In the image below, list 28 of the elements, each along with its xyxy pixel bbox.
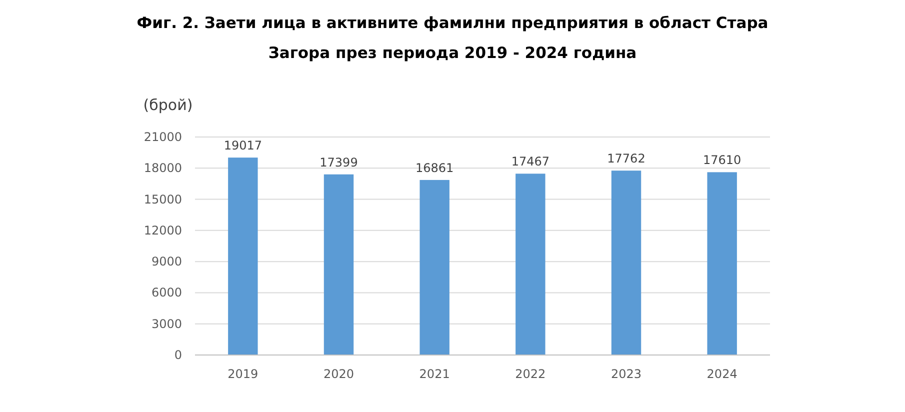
x-tick-label: 2019 [228,367,258,381]
data-label: 16861 [415,160,454,175]
bar [516,174,546,355]
x-tick-label: 2023 [610,367,642,381]
y-tick-label: 3000 [151,316,182,331]
data-label: 17610 [702,153,742,168]
y-axis-title: (брой) [143,96,193,114]
x-tick-label: 2022 [515,367,546,381]
bar [611,170,642,355]
y-tick-label: 6000 [151,286,182,300]
y-tick-label: 15000 [144,192,182,206]
y-tick-label: 18000 [144,161,182,176]
y-tick-label: 12000 [144,223,182,238]
bar [420,180,450,355]
y-tick-label: 21000 [144,130,182,144]
x-tick-label: 2021 [419,367,450,381]
data-label: 17467 [511,154,550,169]
x-tick-label: 2020 [323,367,354,381]
bar [324,174,354,355]
y-tick-label: 9000 [151,254,182,269]
x-tick-label: 2024 [706,367,738,381]
y-tick-label: 0 [174,348,182,362]
chart-title: Фиг. 2. Заети лица в активните фамилни предприятия в област Стара Загора през периода 2019 - 2024 година [136,14,768,62]
bar [707,172,737,355]
bar [228,158,258,355]
data-label: 19017 [224,138,262,153]
data-label: 17399 [320,155,358,170]
data-label: 17762 [607,152,646,166]
